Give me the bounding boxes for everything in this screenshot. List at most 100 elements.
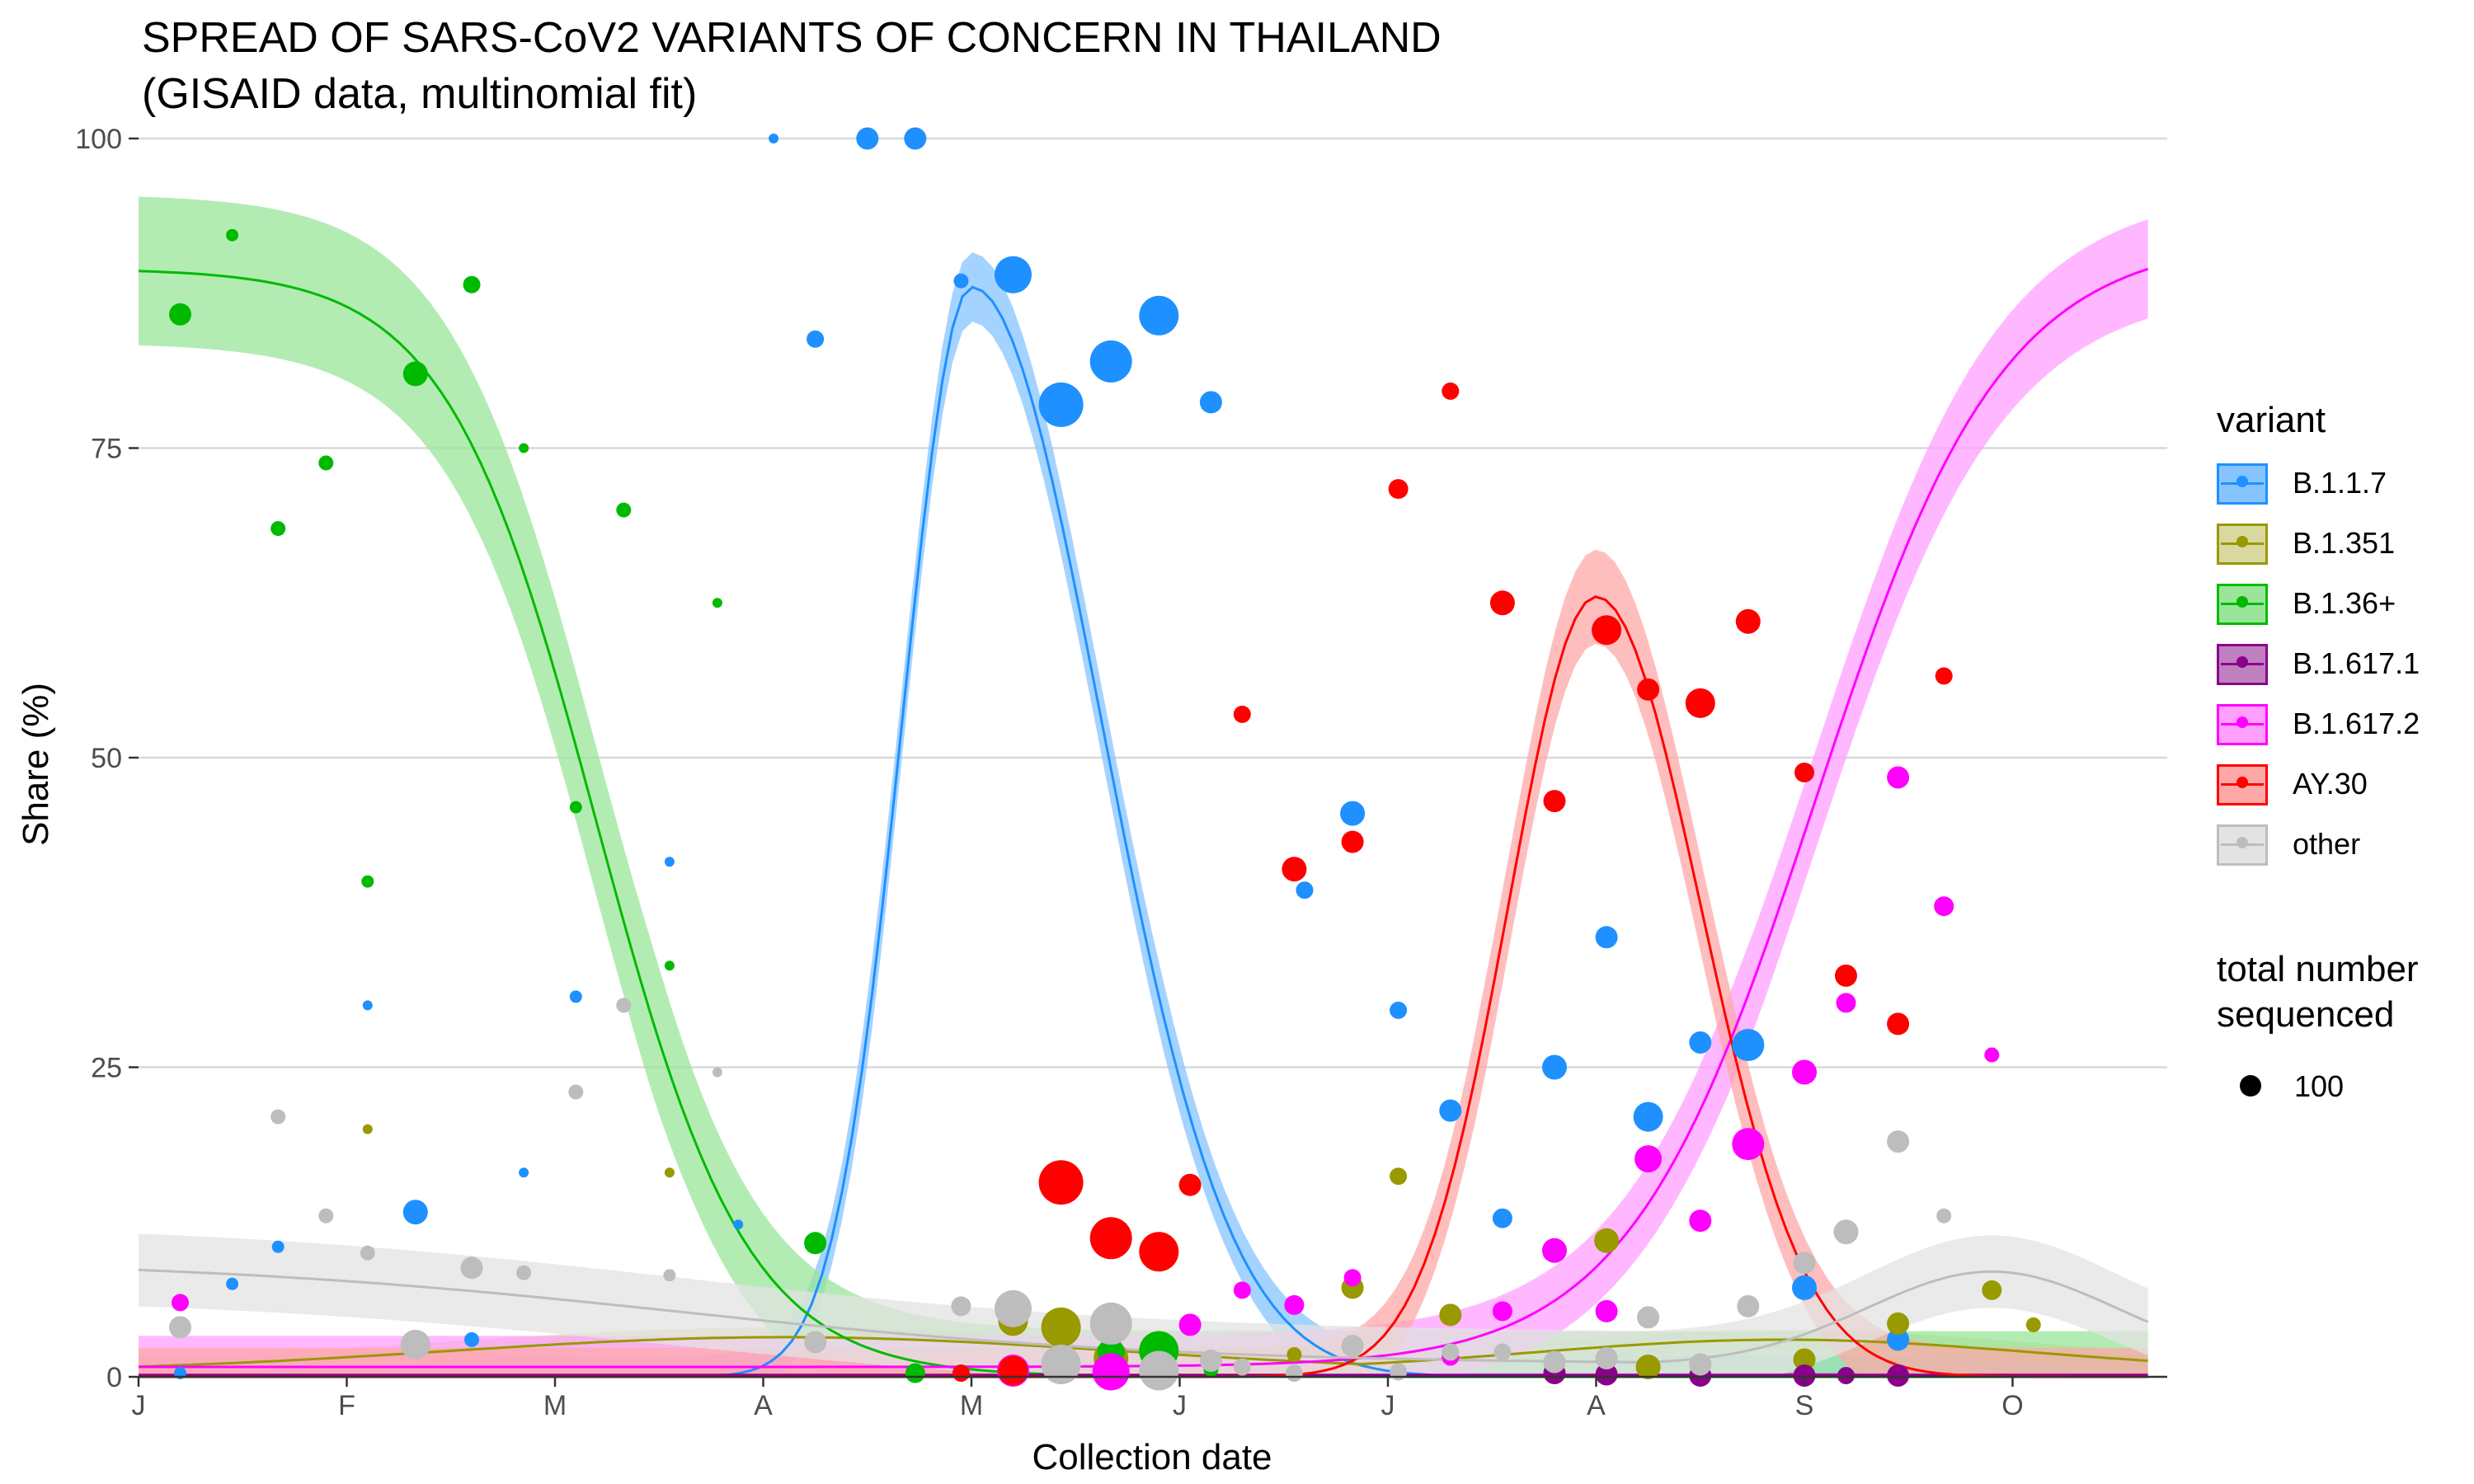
data-point-B.1.351 <box>1286 1347 1302 1362</box>
data-point-B.1.36+ <box>318 455 334 471</box>
legend-entry-B.1.36+: B.1.36+ <box>2217 580 2464 628</box>
data-point-B.1.1.7 <box>856 127 879 150</box>
data-point-B.1.351 <box>1390 1167 1408 1186</box>
data-point-B.1.1.7 <box>769 134 779 143</box>
data-point-B.1.1.7 <box>569 990 582 1003</box>
data-point-AY.30 <box>1685 688 1715 718</box>
data-point-B.1.36+ <box>712 598 722 608</box>
data-point-AY.30 <box>1341 830 1364 853</box>
x-tick-label: J <box>132 1390 146 1421</box>
data-point-B.1.617.2 <box>1792 1059 1817 1085</box>
data-point-B.1.617.2 <box>1836 993 1856 1013</box>
data-point-AY.30 <box>952 1364 970 1382</box>
axes: 0 25 50 75 100 J F M A M J J A S O <box>75 124 2167 1421</box>
legend-label-B.1.617.1: B.1.617.1 <box>2293 646 2420 680</box>
legend-key-AY.30 <box>2217 764 2268 805</box>
data-point-other <box>1493 1343 1512 1361</box>
data-point-B.1.1.7 <box>733 1219 744 1230</box>
data-point-B.1.1.7 <box>664 857 675 867</box>
data-point-B.1.617.1 <box>1595 1363 1618 1386</box>
data-point-B.1.1.7 <box>519 1167 529 1178</box>
data-point-B.1.1.7 <box>402 1200 428 1225</box>
data-point-AY.30 <box>1543 790 1566 813</box>
data-point-AY.30 <box>1038 1160 1084 1205</box>
legend-key-B.1.1.7 <box>2217 463 2268 505</box>
confidence-bands <box>139 196 2148 1378</box>
data-point-B.1.617.2 <box>1233 1281 1251 1299</box>
data-point-B.1.1.7 <box>1139 295 1179 336</box>
data-point-B.1.617.2 <box>1934 896 1954 917</box>
data-point-B.1.36+ <box>270 521 286 537</box>
data-point-other <box>1089 1302 1132 1345</box>
data-point-B.1.36+ <box>664 960 675 971</box>
y-axis-title: Share (%) <box>16 683 56 846</box>
data-point-AY.30 <box>1233 705 1251 723</box>
legend-key-dot <box>2236 476 2248 487</box>
data-point-AY.30 <box>1388 479 1409 500</box>
data-point-B.1.36+ <box>616 502 632 518</box>
legend-key-dot <box>2236 837 2248 848</box>
data-point-B.1.36+ <box>169 303 191 326</box>
data-point-B.1.351 <box>1041 1307 1081 1347</box>
data-point-B.1.617.2 <box>1343 1269 1362 1287</box>
data-point-B.1.1.7 <box>226 1277 239 1290</box>
x-tick-label: J <box>1381 1390 1395 1421</box>
data-point-B.1.1.7 <box>1089 340 1132 383</box>
data-point-AY.30 <box>1637 678 1660 701</box>
confidence-band-B.1.36+ <box>139 196 2148 1378</box>
data-point-B.1.351 <box>664 1167 675 1178</box>
data-point-B.1.1.7 <box>1439 1099 1462 1122</box>
data-point-AY.30 <box>1735 608 1761 634</box>
data-point-other <box>1139 1350 1179 1391</box>
y-tick-label: 100 <box>75 124 122 155</box>
data-point-other <box>712 1067 722 1078</box>
data-point-B.1.351 <box>1793 1348 1816 1371</box>
data-point-other <box>1637 1306 1660 1329</box>
data-point-other <box>460 1256 483 1280</box>
data-point-other <box>804 1331 827 1354</box>
data-point-B.1.1.7 <box>807 330 825 348</box>
legend-key-dot <box>2236 716 2248 728</box>
data-point-B.1.36+ <box>804 1232 827 1255</box>
x-tick-label: A <box>754 1390 773 1421</box>
data-point-B.1.351 <box>362 1124 373 1134</box>
legend-key-dot <box>2236 536 2248 547</box>
data-point-B.1.617.2 <box>1092 1353 1130 1391</box>
data-point-AY.30 <box>1089 1217 1132 1260</box>
legend-title: variant <box>2217 400 2326 440</box>
data-point-AY.30 <box>1489 590 1515 616</box>
data-point-B.1.351 <box>2025 1317 2041 1332</box>
data-point-B.1.617.2 <box>1178 1313 1202 1336</box>
size-legend-title-line-1: total number <box>2217 949 2419 989</box>
data-point-B.1.1.7 <box>1390 1001 1408 1019</box>
chart-title-line-2: (GISAID data, multinomial fit) <box>142 70 698 118</box>
legend-key-B.1.36+ <box>2217 584 2268 625</box>
data-point-B.1.1.7 <box>1296 881 1314 899</box>
data-point-AY.30 <box>1935 667 1953 685</box>
data-point-B.1.1.7 <box>1689 1031 1712 1054</box>
x-tick-label: J <box>1173 1390 1187 1421</box>
legend-key-dot <box>2236 656 2248 668</box>
data-point-other <box>951 1296 971 1317</box>
data-point-B.1.351 <box>1982 1280 2002 1300</box>
size-legend-title-line-2: sequenced <box>2217 994 2395 1035</box>
x-tick-label: M <box>960 1390 983 1421</box>
data-point-B.1.617.1 <box>1887 1364 1910 1387</box>
data-point-other <box>516 1265 532 1280</box>
size-legend-label: 100 <box>2294 1069 2345 1103</box>
data-point-B.1.617.2 <box>1984 1047 2000 1063</box>
data-point-other <box>1390 1363 1408 1381</box>
data-point-other <box>663 1269 676 1282</box>
legend-entry-B.1.1.7: B.1.1.7 <box>2217 460 2464 508</box>
x-axis-title: Collection date <box>1032 1437 1272 1477</box>
data-point-B.1.36+ <box>519 443 529 453</box>
y-tick-label: 75 <box>91 434 122 465</box>
data-point-B.1.1.7 <box>1038 382 1084 427</box>
legend-label-B.1.351: B.1.351 <box>2293 526 2396 560</box>
data-point-B.1.36+ <box>361 875 374 888</box>
y-tick-label: 50 <box>91 743 122 774</box>
data-point-B.1.617.2 <box>1732 1128 1765 1161</box>
legend-label-B.1.1.7: B.1.1.7 <box>2293 466 2387 500</box>
data-point-B.1.1.7 <box>1492 1208 1512 1228</box>
